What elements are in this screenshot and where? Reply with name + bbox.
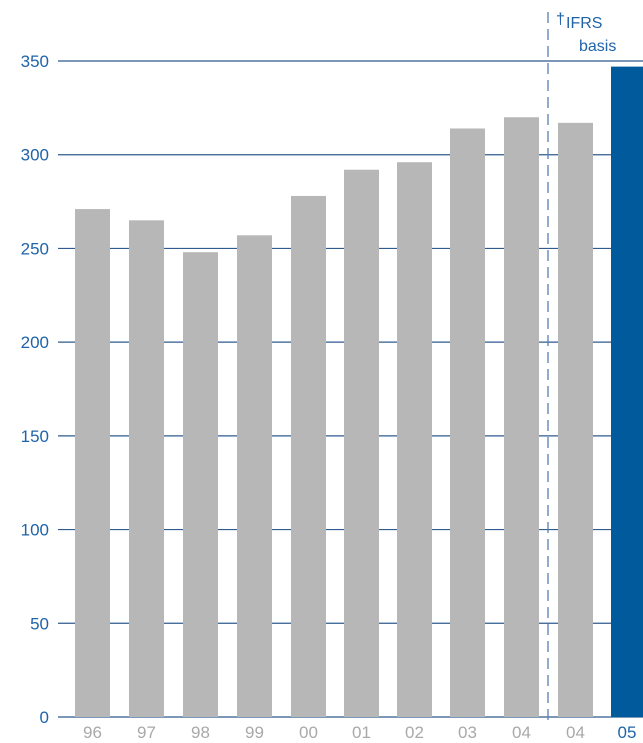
x-tick-label-8: 04: [512, 723, 531, 742]
x-tick-label-9: 04: [566, 723, 585, 742]
bar-9-04: [558, 122, 593, 717]
y-tick-label-300: 300: [21, 146, 49, 165]
bar-8-04: [504, 117, 539, 717]
ifrs-dagger-marker: †: [556, 11, 565, 28]
x-tick-label-10: 05: [618, 723, 637, 742]
x-axis-tick-labels: 96 97 98 99 00 01 02 03 04 04 05: [83, 723, 636, 742]
x-tick-label-7: 03: [458, 723, 477, 742]
y-tick-label-350: 350: [21, 52, 49, 71]
ifrs-annotation: † IFRS basis: [556, 11, 616, 55]
bar-4-00: [291, 195, 326, 717]
x-tick-label-2: 98: [191, 723, 210, 742]
bars: [75, 66, 643, 718]
bar-10-05: [611, 66, 643, 717]
bar-2-98: [183, 252, 218, 718]
x-tick-label-6: 02: [405, 723, 424, 742]
x-tick-label-5: 01: [352, 723, 371, 742]
y-axis-tick-labels: 0 50 100 150 200 250 300 350: [21, 52, 49, 727]
bar-7-03: [450, 128, 485, 717]
x-tick-label-3: 99: [245, 723, 264, 742]
y-tick-label-250: 250: [21, 239, 49, 258]
y-tick-label-50: 50: [30, 614, 49, 633]
ifrs-note-line2: basis: [579, 38, 616, 55]
x-tick-label-0: 96: [83, 723, 102, 742]
bar-5-01: [344, 169, 379, 718]
y-tick-label-200: 200: [21, 333, 49, 352]
x-tick-label-1: 97: [137, 723, 156, 742]
x-tick-label-4: 00: [299, 723, 318, 742]
bar-6-02: [397, 162, 432, 717]
y-tick-label-150: 150: [21, 427, 49, 446]
bar-3-99: [237, 235, 272, 717]
ifrs-note-line1: IFRS: [566, 15, 602, 32]
y-tick-label-0: 0: [40, 708, 49, 727]
y-tick-label-100: 100: [21, 521, 49, 540]
bar-0-96: [75, 209, 110, 717]
bar-1-97: [129, 220, 164, 718]
